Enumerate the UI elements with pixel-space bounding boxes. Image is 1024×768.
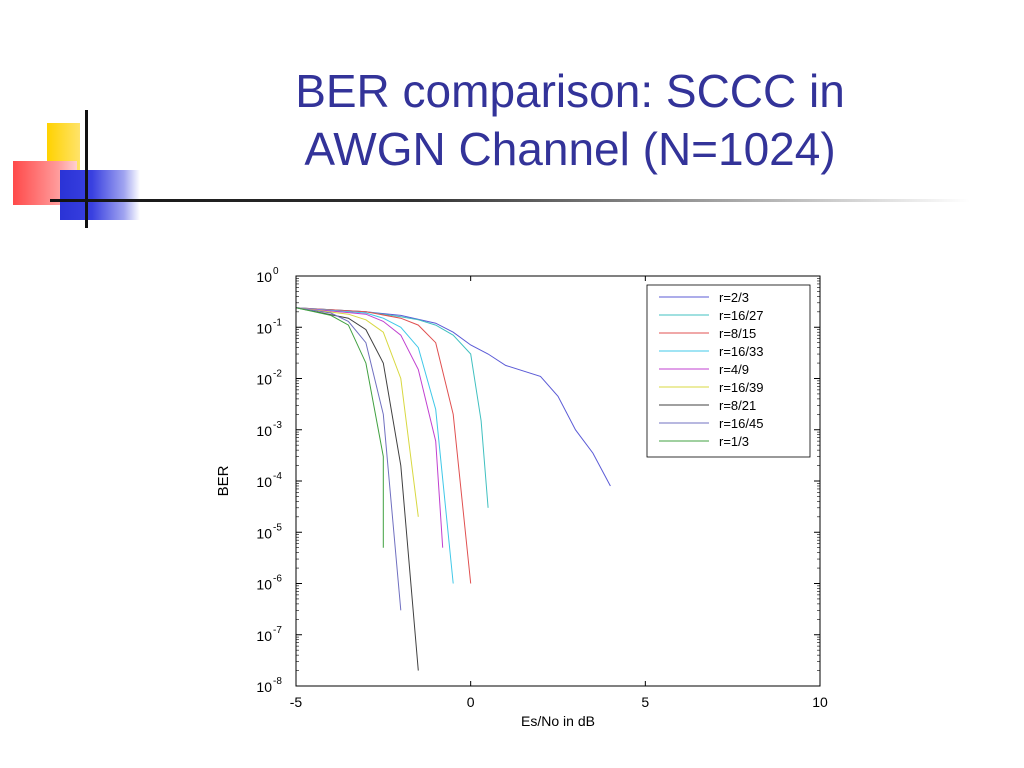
legend-label-1: r=16/27 (719, 308, 763, 323)
y-tick-label-exp-0: 0 (273, 266, 279, 277)
y-tick-label-exp-7: -7 (273, 625, 282, 636)
y-tick-label-2: 10 (256, 372, 272, 388)
y-tick-label-exp-8: -8 (273, 676, 282, 687)
legend-box (646, 284, 811, 458)
decor-vertical-line (85, 110, 88, 228)
y-tick-label-5: 10 (256, 525, 272, 541)
y-tick-label-8: 10 (256, 679, 272, 695)
legend-label-3: r=16/33 (719, 344, 763, 359)
legend-label-6: r=8/21 (719, 398, 756, 413)
y-tick-label-exp-1: -1 (273, 317, 282, 328)
y-tick-label-exp-4: -4 (273, 471, 282, 482)
y-tick-label-4: 10 (256, 474, 272, 490)
y-tick-label-exp-2: -2 (273, 369, 282, 380)
x-tick-label-0: -5 (290, 694, 303, 710)
decor-blue-square (60, 170, 140, 220)
y-tick-label-3: 10 (256, 423, 272, 439)
x-tick-label-1: 0 (467, 694, 475, 710)
y-tick-label-6: 10 (256, 577, 272, 593)
legend-label-4: r=4/9 (719, 362, 749, 377)
x-axis-label: Es/No in dB (521, 713, 595, 729)
legend: r=2/3 r=16/27 r=8/15 r=16/33 r=4/9 r=16/39 r=8… (646, 284, 811, 458)
decor-horizontal-line (50, 199, 970, 202)
series-line-2 (295, 307, 472, 584)
series-line-4 (295, 307, 444, 548)
y-axis-label: BER (215, 465, 232, 496)
series-line-7 (295, 307, 402, 611)
legend-label-0: r=2/3 (719, 290, 749, 305)
slide-title-line-1: BER comparison: SCCC in (295, 65, 845, 117)
x-tick-label-3: 10 (812, 694, 828, 710)
x-tick-label-2: 5 (641, 694, 649, 710)
series-line-8 (295, 307, 384, 548)
legend-label-7: r=16/45 (719, 416, 763, 431)
series-lines (295, 307, 611, 671)
y-tick-label-exp-5: -5 (273, 522, 282, 533)
series-line-0 (295, 307, 611, 487)
series-line-5 (295, 307, 419, 517)
legend-label-2: r=8/15 (719, 326, 756, 341)
series-line-3 (295, 307, 454, 584)
legend-label-5: r=16/39 (719, 380, 763, 395)
y-tick-label-7: 10 (256, 628, 272, 644)
y-tick-label-exp-6: -6 (273, 574, 282, 585)
y-tick-label-0: 10 (256, 269, 272, 285)
axis-ticks (295, 275, 821, 687)
slide-title-line-2: AWGN Channel (N=1024) (304, 123, 836, 175)
y-tick-label-exp-3: -3 (273, 420, 282, 431)
slide-title: BER comparison: SCCC in AWGN Channel (N=… (200, 62, 940, 178)
y-tick-label-1: 10 (256, 320, 272, 336)
series-line-6 (295, 307, 419, 671)
legend-label-8: r=1/3 (719, 434, 749, 449)
x-tick-labels: -5 0 5 10 (290, 694, 828, 710)
